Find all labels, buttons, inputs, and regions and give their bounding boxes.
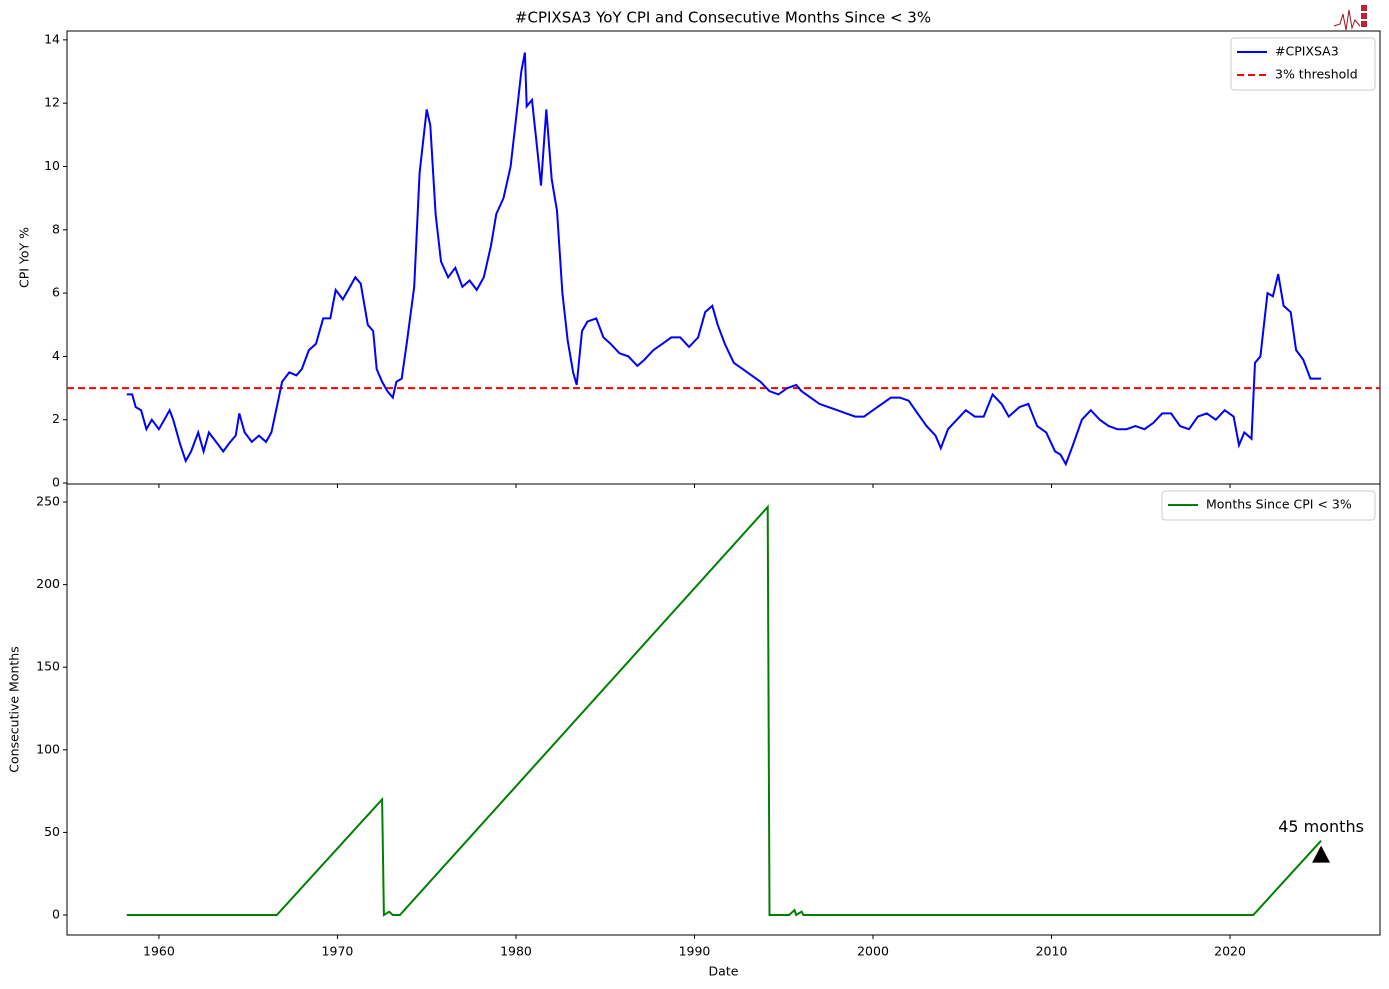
data-line	[126, 504, 1322, 917]
x-tick-label: 1960	[143, 944, 175, 959]
legend-label: 3% threshold	[1275, 67, 1358, 82]
y-tick-label: 8	[52, 221, 60, 236]
legend-label: #CPIXSA3	[1275, 44, 1339, 59]
legend-label: Months Since CPI < 3%	[1206, 497, 1352, 512]
annotation-arrow	[1312, 845, 1331, 863]
legend-box	[1161, 490, 1376, 521]
y-tick-label: 0	[52, 907, 60, 922]
y-tick-label: 200	[36, 576, 60, 591]
x-tick-label: 1980	[500, 944, 532, 959]
plot-frame	[66, 483, 1381, 936]
y-tick-label: 4	[52, 348, 60, 363]
annotation-text: 45 months	[1278, 817, 1364, 836]
y-axis-label: CPI YoY %	[17, 227, 32, 288]
chart-title: #CPIXSA3 YoY CPI and Consecutive Months …	[515, 9, 931, 27]
y-tick-label: 0	[52, 475, 60, 490]
y-axis-label: Consecutive Months	[7, 646, 22, 772]
x-axis-label: Date	[709, 964, 739, 979]
y-tick-label: 14	[44, 31, 60, 46]
y-tick-label: 150	[36, 659, 60, 674]
y-tick-label: 50	[44, 824, 60, 839]
x-tick-label: 2000	[857, 944, 889, 959]
y-tick-label: 6	[52, 285, 60, 300]
logo	[1333, 5, 1367, 31]
y-tick-label: 12	[44, 95, 60, 110]
y-tick-label: 100	[36, 741, 60, 756]
x-tick-label: 2020	[1214, 944, 1246, 959]
x-tick-label: 1990	[679, 944, 711, 959]
plot-frame	[66, 30, 1381, 485]
y-tick-label: 2	[52, 411, 60, 426]
y-tick-label: 250	[36, 494, 60, 509]
x-tick-label: 2010	[1036, 944, 1068, 959]
y-tick-label: 10	[44, 158, 60, 173]
x-tick-label: 1970	[322, 944, 354, 959]
data-line	[126, 52, 1322, 467]
